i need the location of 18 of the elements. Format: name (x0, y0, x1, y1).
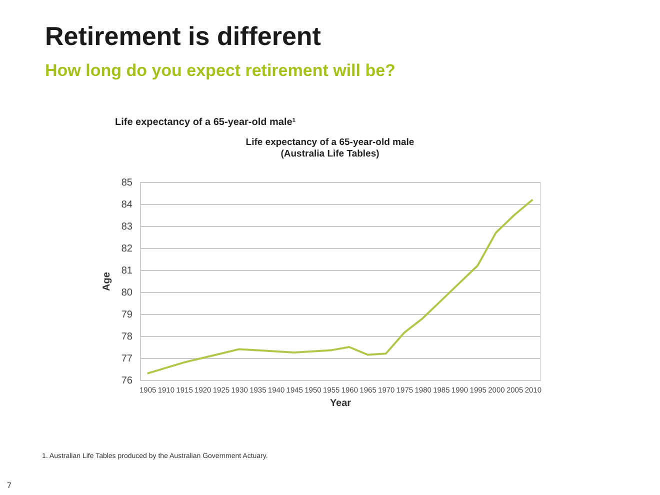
y-tick-label: 76 (121, 376, 133, 386)
y-tick-label: 81 (121, 266, 133, 276)
y-axis-title: Age (101, 272, 112, 291)
y-tick-label: 84 (121, 200, 133, 210)
y-tick-label: 78 (121, 332, 133, 342)
line-series (146, 198, 534, 374)
y-tick-label: 77 (121, 354, 133, 364)
y-tick-label: 85 (121, 178, 133, 188)
chart-title: Retirement is different (45, 21, 322, 51)
y-tick-label: 83 (121, 222, 133, 232)
text: Life expectancy of a 65-year-old male¹ (115, 117, 296, 128)
y-tick-label: 80 (121, 288, 133, 298)
text: 7 (7, 481, 12, 490)
text: Life expectancy of a 65-year-old male (Australia Life Tables) (246, 137, 414, 160)
y-tick-label: 79 (121, 310, 133, 320)
chart-subtitle: How long do you expect retirement will be? (45, 61, 396, 80)
y-tick-label: 82 (121, 244, 133, 254)
x-axis-title: Year (330, 398, 352, 409)
